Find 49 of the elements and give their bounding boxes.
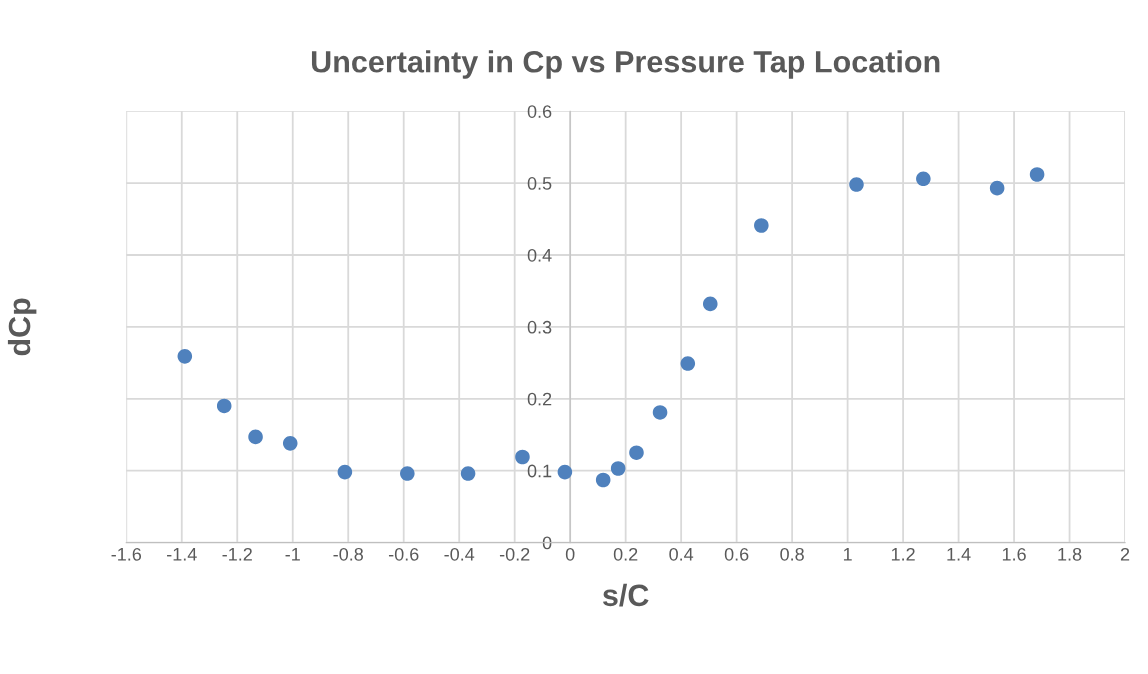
point bbox=[629, 445, 644, 460]
point bbox=[610, 461, 626, 476]
x-tick-label: -0.4 bbox=[444, 547, 475, 561]
x-tick-label: 1.2 bbox=[891, 547, 915, 561]
point bbox=[557, 464, 573, 480]
x-tick-label: 1 bbox=[843, 548, 852, 561]
point bbox=[515, 449, 530, 465]
x-tick-label: 0.8 bbox=[780, 547, 804, 561]
y-axis-title: dCp bbox=[7, 298, 37, 356]
x-tick-label: 1.4 bbox=[947, 548, 971, 561]
point bbox=[400, 466, 415, 481]
point bbox=[989, 180, 1005, 196]
point bbox=[849, 177, 864, 192]
point bbox=[1029, 167, 1045, 182]
point bbox=[916, 171, 931, 187]
x-tick-label: 2 bbox=[1120, 547, 1130, 561]
point bbox=[652, 405, 668, 420]
point bbox=[460, 466, 476, 481]
point bbox=[282, 436, 298, 451]
x-tick-label: -1 bbox=[285, 548, 300, 561]
point bbox=[216, 398, 232, 414]
y-tick-label: 0 bbox=[542, 536, 552, 550]
x-tick-label: 1.6 bbox=[1002, 547, 1026, 561]
x-tick-label: -1.4 bbox=[167, 548, 197, 561]
point bbox=[702, 296, 718, 312]
x-tick-label: -0.8 bbox=[333, 547, 363, 561]
x-tick-label: -0.6 bbox=[388, 547, 419, 561]
point bbox=[754, 218, 769, 233]
x-tick-label: 1.8 bbox=[1058, 547, 1082, 561]
point bbox=[177, 349, 193, 364]
x-axis-title: s/C bbox=[602, 583, 649, 607]
x-tick-label: -1.6 bbox=[111, 547, 142, 561]
y-tick-label: 0.4 bbox=[527, 248, 552, 262]
point bbox=[248, 429, 263, 445]
point bbox=[680, 356, 696, 371]
chart-title: Uncertainty in Cp vs Pressure Tap Location bbox=[311, 50, 940, 79]
x-tick-label: -0.2 bbox=[499, 547, 530, 561]
point bbox=[337, 464, 353, 480]
y-tick-label: 0.3 bbox=[527, 320, 552, 334]
y-tick-label: 0.6 bbox=[527, 105, 552, 118]
y-tick-label: 0.1 bbox=[527, 464, 552, 478]
x-tick-label: 0 bbox=[565, 547, 575, 561]
y-tick-label: 0.5 bbox=[527, 177, 552, 190]
x-tick-label: 0.6 bbox=[724, 547, 749, 561]
x-tick-label: 0.4 bbox=[669, 547, 694, 561]
y-tick-label: 0.2 bbox=[527, 392, 552, 406]
x-tick-label: -1.2 bbox=[222, 547, 252, 561]
point bbox=[595, 472, 611, 488]
x-tick-label: 0.2 bbox=[613, 547, 638, 561]
